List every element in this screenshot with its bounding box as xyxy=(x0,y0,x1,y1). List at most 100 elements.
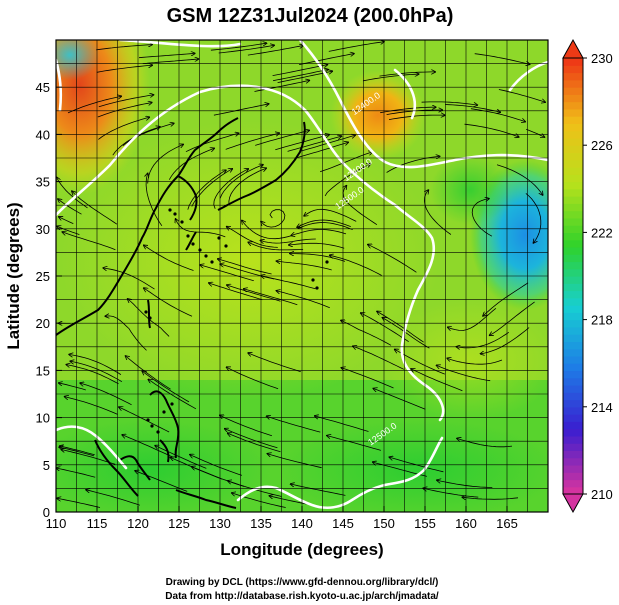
streamline xyxy=(361,313,409,343)
streamline xyxy=(144,245,194,271)
streamline xyxy=(213,169,249,209)
streamline xyxy=(147,144,184,184)
streamline xyxy=(185,133,239,153)
streamline xyxy=(248,242,304,251)
island-dot xyxy=(156,430,160,434)
x-tick-label: 145 xyxy=(332,516,354,531)
colorbar-tick-label: 226 xyxy=(591,138,613,153)
colorbar-stripe xyxy=(563,210,583,219)
colorbar-stripe xyxy=(563,254,583,263)
x-axis-title: Longitude (degrees) xyxy=(220,540,383,559)
colorbar-stripe xyxy=(563,87,583,95)
y-tick-label: 25 xyxy=(36,269,50,284)
streamline xyxy=(290,254,346,262)
streamline xyxy=(327,436,382,451)
plot-title: GSM 12Z31Jul2024 (200.0hPa) xyxy=(167,5,454,27)
streamline xyxy=(72,191,118,225)
colorbar-stripe xyxy=(563,435,583,444)
colorbar-stripe xyxy=(563,334,583,342)
streamline xyxy=(135,471,188,492)
streamline xyxy=(66,365,119,385)
colorbar-stripe xyxy=(563,130,583,139)
colorbar-stripe xyxy=(563,94,583,103)
streamline xyxy=(126,356,171,390)
streamline xyxy=(80,383,132,406)
streamline xyxy=(481,327,530,354)
y-tick-label: 45 xyxy=(36,80,50,95)
streamline xyxy=(242,220,292,240)
streamline xyxy=(471,199,493,237)
y-tick-label: 10 xyxy=(36,411,50,426)
streamline xyxy=(289,243,345,249)
streamline xyxy=(328,42,384,52)
streamline xyxy=(148,379,197,410)
colorbar-tick-label: 222 xyxy=(591,225,613,240)
streamline xyxy=(462,497,519,499)
y-tick-label: 20 xyxy=(36,316,50,331)
colorbar-stripe xyxy=(563,377,583,386)
colorbar-stripe xyxy=(563,283,583,292)
x-tick-label: 155 xyxy=(414,516,436,531)
colorbar-stripe xyxy=(563,297,583,306)
streamline xyxy=(103,268,155,290)
colorbar-stripe xyxy=(563,72,583,81)
colorbar-stripe xyxy=(563,319,583,328)
colorbar-stripe xyxy=(563,65,583,74)
streamline xyxy=(437,480,493,488)
streamline xyxy=(61,450,116,465)
colorbar-stripe xyxy=(563,414,583,422)
streamline xyxy=(57,177,88,209)
height-contours xyxy=(56,40,548,510)
streamline xyxy=(276,291,330,309)
colorbar-stripe xyxy=(563,188,583,197)
colorbar-stripe xyxy=(563,123,583,132)
streamline xyxy=(119,407,170,433)
colorbar-stripe xyxy=(563,385,583,393)
island-dot xyxy=(162,410,166,414)
streamline xyxy=(437,365,491,382)
streamline xyxy=(377,311,424,343)
streamline xyxy=(267,454,322,469)
streamline xyxy=(56,468,96,478)
streamline xyxy=(69,355,122,375)
colorbar-stripe xyxy=(563,450,583,459)
streamline xyxy=(142,371,190,403)
credit-drawing: Drawing by DCL (https://www.gfd-dennou.o… xyxy=(166,577,439,588)
streamline xyxy=(192,467,245,487)
streamline xyxy=(219,165,263,199)
colorbar-stripe xyxy=(563,370,583,379)
streamline xyxy=(294,142,349,159)
streamline xyxy=(227,227,278,248)
streamline xyxy=(218,45,274,54)
colorbar-stripe xyxy=(563,312,583,321)
streamline xyxy=(213,104,269,116)
island-dot xyxy=(144,310,148,314)
x-tick-label: 165 xyxy=(496,516,518,531)
island-dot xyxy=(224,244,228,248)
island-dot xyxy=(150,424,154,428)
colorbar-stripe xyxy=(563,479,583,488)
colorbar-stripe xyxy=(563,363,583,372)
streamline xyxy=(200,265,254,282)
streamline xyxy=(388,115,445,120)
streamline xyxy=(96,45,152,51)
colorbar-stripe xyxy=(563,101,583,110)
streamline xyxy=(380,107,436,114)
streamline xyxy=(254,80,310,92)
colorbar-tick-label: 214 xyxy=(591,400,613,415)
colorbar-stripe xyxy=(563,203,583,212)
streamline xyxy=(105,316,147,351)
island-dot xyxy=(311,278,315,282)
x-tick-label: 125 xyxy=(168,516,190,531)
colorbar-stripe xyxy=(563,464,583,473)
colorbar-stripe xyxy=(563,225,583,233)
streamline xyxy=(447,358,503,365)
streamline xyxy=(299,222,353,230)
streamline xyxy=(483,282,529,316)
streamline xyxy=(176,219,226,238)
colorbar-stripe xyxy=(563,276,583,284)
colorbar-stripe xyxy=(563,116,583,124)
streamline xyxy=(421,101,478,105)
streamline xyxy=(490,301,535,335)
colorbar-stripe xyxy=(563,472,583,481)
